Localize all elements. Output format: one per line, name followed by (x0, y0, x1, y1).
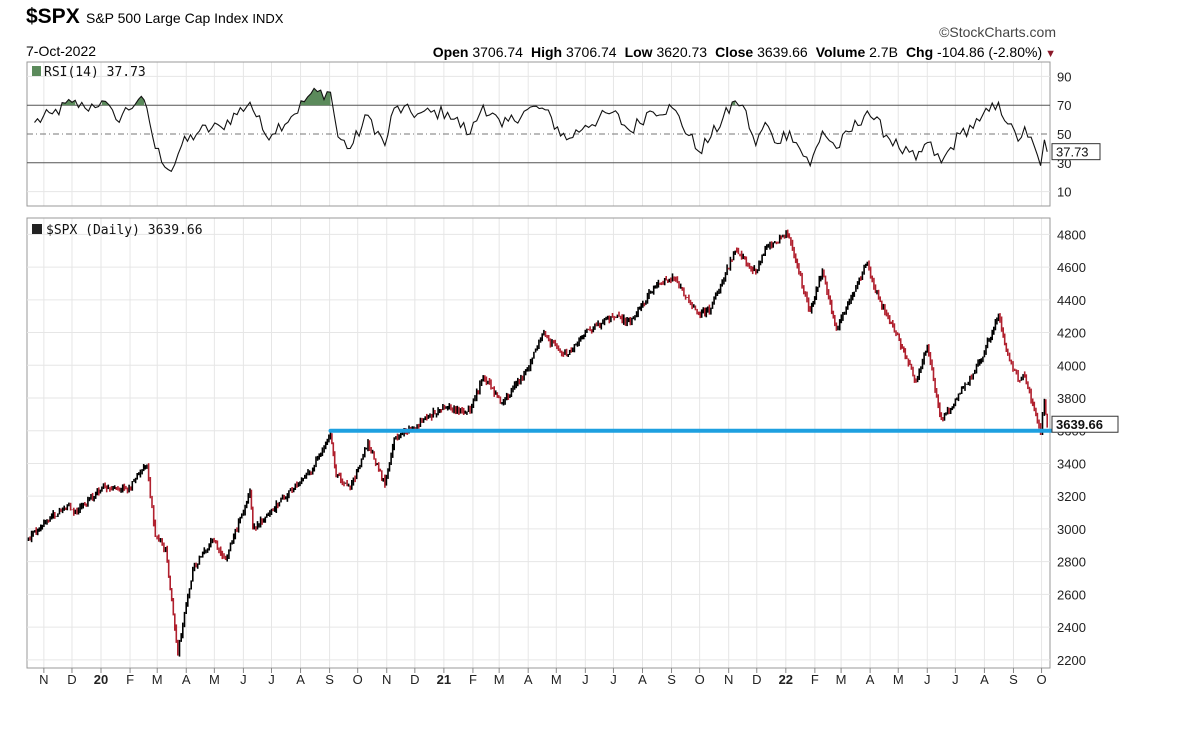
volume-value: 2.7B (869, 44, 898, 60)
rsi-overbought-fill (101, 100, 109, 106)
rsi-y-tick-label: 50 (1057, 127, 1071, 142)
down-triangle-icon: ▼ (1045, 48, 1056, 60)
brand-text: StockCharts.com (949, 24, 1056, 40)
x-tick-label: N (39, 672, 48, 687)
x-tick-label: 20 (94, 672, 108, 687)
exchange-code: INDX (252, 11, 284, 26)
price-last-value-label: 3639.66 (1056, 417, 1103, 432)
price-y-tick-label: 4800 (1057, 227, 1086, 242)
x-tick-label: S (1009, 672, 1018, 687)
ticker-symbol: $SPX (26, 5, 80, 28)
rsi-last-value-label: 37.73 (1056, 145, 1089, 160)
x-tick-label: A (980, 672, 989, 687)
price-y-tick-label: 2200 (1057, 653, 1086, 668)
rsi-legend-icon (32, 66, 41, 76)
x-tick-label: O (1037, 672, 1047, 687)
volume-label: Volume (815, 44, 866, 60)
x-tick-label: F (469, 672, 477, 687)
x-tick-label: N (382, 672, 391, 687)
price-y-tick-label: 2600 (1057, 587, 1086, 602)
rsi-y-tick-label: 70 (1057, 98, 1071, 113)
x-tick-label: N (724, 672, 733, 687)
rsi-y-tick-label: 90 (1057, 69, 1071, 84)
price-y-tick-label: 3800 (1057, 391, 1086, 406)
price-legend-icon (32, 224, 42, 234)
x-tick-label: M (209, 672, 220, 687)
rsi-title: RSI(14) 37.73 (44, 65, 146, 80)
x-tick-label: S (325, 672, 334, 687)
price-y-tick-label: 3400 (1057, 456, 1086, 471)
x-tick-label: A (296, 672, 305, 687)
x-tick-label: D (752, 672, 761, 687)
open-value: 3706.74 (472, 44, 523, 60)
rsi-last-value-box (1051, 143, 1101, 161)
ohlc-bar: Open 3706.74 High 3706.74 Low 3620.73 Close… (425, 44, 1056, 62)
x-tick-label: J (610, 672, 617, 687)
x-tick-label: J (240, 672, 247, 687)
price-y-tick-label: 4000 (1057, 358, 1086, 373)
x-tick-label: J (924, 672, 931, 687)
high-label: High (530, 44, 563, 60)
chart-date: 7-Oct-2022 (26, 43, 97, 59)
low-label: Low (624, 44, 653, 60)
x-tick-label: D (410, 672, 419, 687)
close-value: 3639.66 (757, 44, 808, 60)
x-tick-label: F (811, 672, 819, 687)
index-name-text: S&P 500 Large Cap Index (86, 10, 249, 26)
price-y-tick-label: 2400 (1057, 620, 1086, 635)
x-tick-label: M (152, 672, 163, 687)
x-tick-label: 22 (779, 672, 793, 687)
x-tick-label: S (667, 672, 676, 687)
rsi-y-tick-label: 10 (1057, 185, 1071, 200)
open-label: Open (432, 44, 469, 60)
price-panel: 4800460044004200400038003600340032003000… (26, 217, 1119, 669)
high-value: 3706.74 (565, 44, 617, 60)
x-tick-label: M (836, 672, 847, 687)
x-tick-label: A (182, 672, 191, 687)
close-label: Close (715, 44, 754, 60)
price-y-tick-label: 4400 (1057, 293, 1086, 308)
x-tick-label: J (582, 672, 589, 687)
rsi-series-line (34, 87, 1048, 173)
x-tick-label: F (126, 672, 134, 687)
x-tick-label: J (268, 672, 275, 687)
x-tick-label: A (638, 672, 647, 687)
brand[interactable]: ©StockCharts.com (939, 24, 1056, 40)
price-y-tick-label: 3200 (1057, 489, 1086, 504)
rsi-overbought-fill (135, 96, 145, 106)
price-y-tick-label: 4600 (1057, 260, 1086, 275)
price-y-tick-label: 3000 (1057, 522, 1086, 537)
index-name: S&P 500 Large Cap Index INDX (86, 10, 283, 27)
x-tick-label: O (353, 672, 363, 687)
chg-value: -104.86 (-2.80%) (937, 44, 1043, 60)
rsi-overbought-fill (301, 88, 331, 106)
x-tick-label: M (551, 672, 562, 687)
price-frame (26, 217, 1051, 669)
x-tick-label: 21 (437, 672, 451, 687)
x-tick-label: D (67, 672, 76, 687)
chg-label: Chg (905, 44, 934, 60)
low-value: 3620.73 (656, 44, 708, 60)
price-y-tick-label: 4200 (1057, 326, 1086, 341)
price-last-value-box (1051, 415, 1119, 433)
x-tick-label: M (893, 672, 904, 687)
price-y-tick-label: 2800 (1057, 555, 1086, 570)
copyright-icon: © (939, 24, 950, 40)
x-tick-label: J (952, 672, 959, 687)
x-tick-label: O (695, 672, 705, 687)
price-title: $SPX (Daily) 3639.66 (46, 223, 203, 238)
chart-header: $SPX S&P 500 Large Cap Index INDX 7-Oct-2… (26, 4, 1056, 60)
x-axis: N D 20 F M A M J J A S O N D 21 F M A M J J A S O N D 22 F M A M J J A S O (39, 668, 1047, 687)
rsi-overbought-fill (62, 99, 76, 106)
x-tick-label: A (866, 672, 875, 687)
x-tick-label: A (524, 672, 533, 687)
x-tick-label: M (494, 672, 505, 687)
